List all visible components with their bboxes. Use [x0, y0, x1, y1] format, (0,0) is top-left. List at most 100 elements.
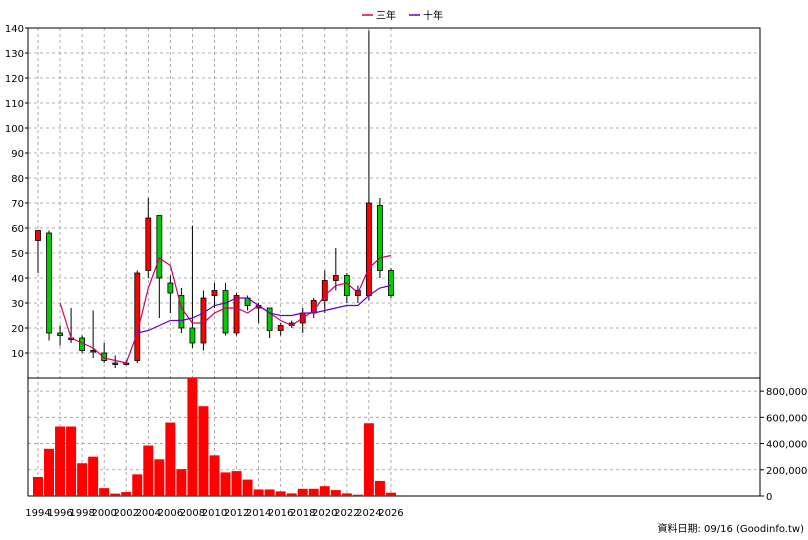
price-tick-label: 90	[11, 149, 24, 160]
year-tick-label: 1998	[69, 508, 94, 519]
volume-bar	[99, 488, 110, 496]
volume-bar	[220, 472, 231, 496]
price-tick-label: 10	[11, 349, 24, 360]
volume-bars	[33, 378, 396, 496]
candle-body	[211, 290, 218, 296]
year-tick-label: 2026	[378, 508, 403, 519]
price-tick-label: 70	[11, 199, 24, 210]
price-tick-label: 80	[11, 174, 24, 185]
year-tick-label: 2008	[180, 508, 205, 519]
volume-bar	[341, 493, 352, 496]
plot-frame	[27, 27, 761, 497]
candle-body	[57, 332, 63, 336]
volume-bar	[363, 423, 374, 496]
volume-bar	[242, 479, 253, 496]
volume-bar	[198, 406, 209, 496]
candle-body	[222, 290, 229, 334]
year-tick-label: 2022	[334, 508, 359, 519]
candle-body	[377, 205, 383, 271]
year-tick-label: 2016	[268, 508, 293, 519]
year-tick-label: 2010	[202, 508, 227, 519]
price-tick-label: 30	[11, 299, 24, 310]
candle-body	[145, 217, 152, 271]
volume-bar	[176, 469, 187, 496]
volume-tick-label: 400,000	[766, 440, 807, 451]
year-tick-label: 2018	[290, 508, 315, 519]
volume-bar	[66, 426, 77, 496]
candle-body	[167, 282, 174, 294]
candle-body	[365, 202, 372, 296]
volume-bar	[154, 459, 165, 496]
candle-body	[277, 325, 284, 331]
candle-body	[233, 295, 240, 334]
volume-bar	[209, 455, 220, 496]
volume-bar	[143, 445, 154, 496]
candle-body	[200, 297, 207, 344]
volume-bar	[110, 493, 121, 496]
series-line-10y	[137, 284, 392, 334]
grid-layer	[28, 27, 760, 496]
volume-bar	[253, 489, 264, 496]
volume-bar	[77, 463, 88, 496]
volume-bar	[374, 480, 385, 496]
legend-label-3y: 三年	[376, 9, 396, 22]
volume-bar	[352, 494, 363, 496]
source-label: 資料日期: 09/16 (Goodinfo.tw)	[657, 522, 804, 535]
volume-tick-label: 200,000	[766, 466, 807, 477]
volume-bar	[286, 493, 297, 496]
volume-bar	[264, 489, 275, 496]
year-tick-label: 2006	[158, 508, 183, 519]
candle-body	[343, 275, 350, 296]
volume-bar	[319, 486, 330, 496]
volume-bar	[88, 456, 99, 496]
candle-body	[189, 327, 196, 344]
volume-tick-label: 600,000	[766, 413, 807, 424]
volume-tick-label: 0	[766, 492, 772, 503]
price-tick-label: 40	[11, 274, 24, 285]
price-tick-label: 140	[5, 24, 24, 35]
year-tick-label: 2012	[224, 508, 249, 519]
volume-bar	[121, 492, 132, 496]
candle-body	[101, 352, 108, 361]
legend-label-10y: 十年	[423, 9, 443, 22]
volume-bar	[385, 492, 396, 496]
volume-bar	[308, 488, 319, 496]
price-tick-label: 20	[11, 324, 24, 335]
candle-body	[90, 350, 97, 353]
year-tick-label: 2020	[312, 508, 337, 519]
candle-body	[112, 362, 119, 365]
volume-bar	[44, 448, 55, 496]
price-tick-label: 120	[5, 74, 24, 85]
year-tick-label: 2000	[91, 508, 116, 519]
volume-bar	[275, 491, 286, 496]
axis-labels: 10 20 30 40 50 60 70 80 90 100 110 120 130 140 0 200,00…	[5, 24, 807, 519]
price-tick-label: 100	[5, 124, 24, 135]
volume-bar	[55, 426, 66, 496]
candle-body	[134, 272, 141, 361]
candle-body	[156, 215, 163, 279]
series-line-3y	[59, 254, 392, 364]
candle-body	[35, 230, 41, 241]
year-tick-label: 2004	[136, 508, 161, 519]
year-tick-label: 1996	[47, 508, 72, 519]
price-tick-label: 110	[5, 99, 24, 110]
volume-bar	[187, 378, 198, 496]
volume-bar	[132, 474, 143, 496]
candle-body	[321, 280, 328, 301]
legend: 三年 十年	[362, 9, 443, 22]
year-tick-label: 2002	[114, 508, 139, 519]
volume-bar	[330, 490, 341, 496]
moving-average-lines	[59, 254, 392, 364]
year-tick-label: 1994	[25, 508, 50, 519]
candle-body	[388, 270, 394, 296]
volume-bar	[33, 476, 43, 496]
candle-body	[46, 232, 52, 334]
volume-tick-label: 800,000	[766, 387, 807, 398]
volume-bar	[231, 471, 242, 496]
volume-bar	[297, 488, 308, 496]
candle-body	[332, 275, 339, 281]
year-tick-label: 2014	[246, 508, 271, 519]
candle-body	[266, 307, 273, 331]
price-tick-label: 50	[11, 249, 24, 260]
